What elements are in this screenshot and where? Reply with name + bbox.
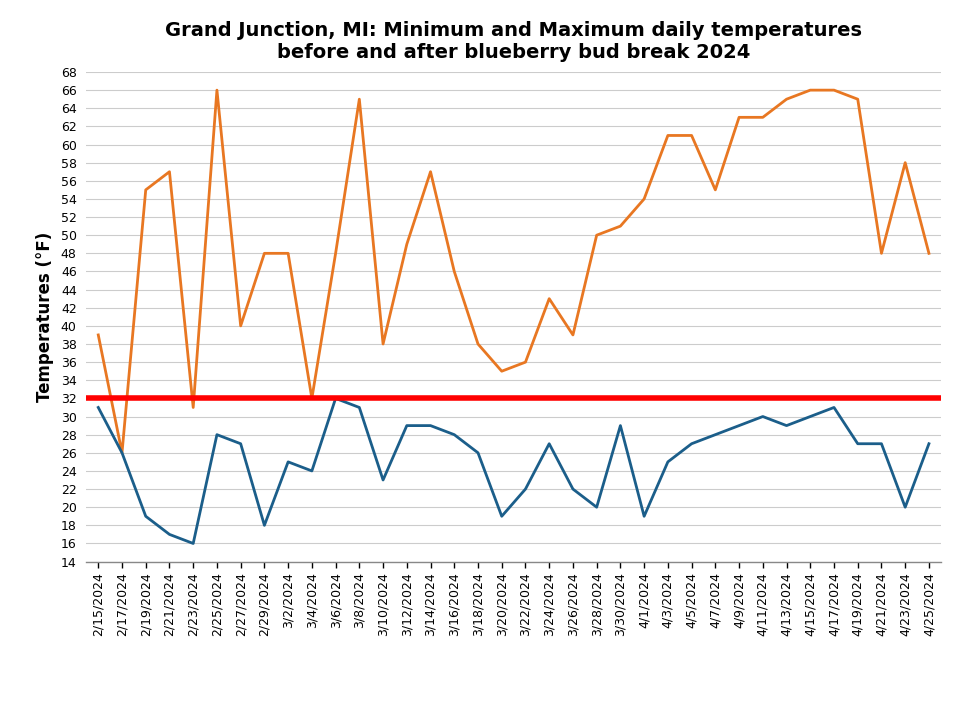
- Title: Grand Junction, MI: Minimum and Maximum daily temperatures
before and after blue: Grand Junction, MI: Minimum and Maximum …: [165, 21, 862, 62]
- Y-axis label: Temperatures (°F): Temperatures (°F): [36, 232, 54, 402]
